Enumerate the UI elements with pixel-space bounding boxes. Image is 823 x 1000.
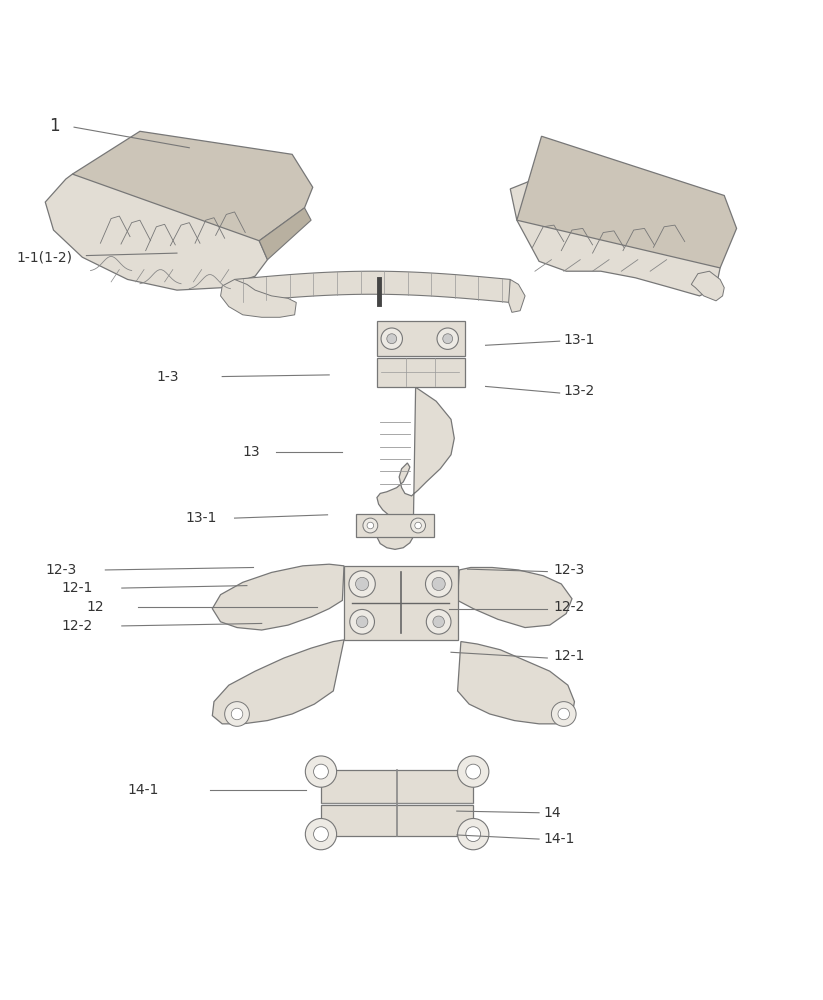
Bar <box>344 566 458 640</box>
Polygon shape <box>517 136 737 268</box>
Polygon shape <box>259 208 311 260</box>
Text: 14-1: 14-1 <box>543 832 574 846</box>
Text: 14: 14 <box>543 806 560 820</box>
Text: 12-1: 12-1 <box>553 649 584 663</box>
Circle shape <box>458 756 489 787</box>
Circle shape <box>367 522 374 529</box>
Polygon shape <box>458 567 572 628</box>
Polygon shape <box>235 271 510 302</box>
Circle shape <box>466 827 481 842</box>
Text: 12-3: 12-3 <box>553 563 584 577</box>
Circle shape <box>415 522 421 529</box>
Text: 12-3: 12-3 <box>45 563 77 577</box>
Bar <box>321 770 473 803</box>
Circle shape <box>314 827 328 842</box>
Circle shape <box>443 334 453 344</box>
Bar <box>377 321 465 356</box>
Circle shape <box>356 616 368 628</box>
Polygon shape <box>72 131 313 241</box>
Circle shape <box>466 764 481 779</box>
Bar <box>377 358 465 387</box>
Circle shape <box>432 577 445 591</box>
Text: 1-3: 1-3 <box>156 370 179 384</box>
Circle shape <box>411 518 425 533</box>
Circle shape <box>350 609 374 634</box>
Polygon shape <box>691 271 724 301</box>
Text: 12-2: 12-2 <box>553 600 584 614</box>
Circle shape <box>363 518 378 533</box>
Text: 12-2: 12-2 <box>62 619 93 633</box>
Polygon shape <box>45 174 267 290</box>
Circle shape <box>305 819 337 850</box>
Text: 13: 13 <box>243 445 260 459</box>
Text: 12: 12 <box>86 600 104 614</box>
Circle shape <box>231 708 243 720</box>
Text: 13-1: 13-1 <box>185 511 216 525</box>
Circle shape <box>387 334 397 344</box>
Circle shape <box>314 764 328 779</box>
Circle shape <box>426 609 451 634</box>
Circle shape <box>458 819 489 850</box>
Circle shape <box>437 328 458 349</box>
Polygon shape <box>212 564 344 630</box>
Circle shape <box>551 702 576 726</box>
Text: 1-1(1-2): 1-1(1-2) <box>16 250 72 264</box>
Circle shape <box>225 702 249 726</box>
Circle shape <box>381 328 402 349</box>
Bar <box>356 514 434 537</box>
Text: 14-1: 14-1 <box>128 783 159 797</box>
Circle shape <box>433 616 444 628</box>
Polygon shape <box>510 175 720 296</box>
Text: 13-1: 13-1 <box>564 333 595 347</box>
Polygon shape <box>221 279 296 317</box>
Bar <box>321 805 473 836</box>
Text: 13-2: 13-2 <box>564 384 595 398</box>
Circle shape <box>558 708 570 720</box>
Polygon shape <box>509 279 525 312</box>
Circle shape <box>425 571 452 597</box>
Circle shape <box>349 571 375 597</box>
Text: 1: 1 <box>49 117 60 135</box>
Polygon shape <box>458 642 574 724</box>
Polygon shape <box>212 640 344 724</box>
Circle shape <box>305 756 337 787</box>
Text: 12-1: 12-1 <box>62 581 93 595</box>
Circle shape <box>356 577 369 591</box>
Polygon shape <box>377 387 454 549</box>
